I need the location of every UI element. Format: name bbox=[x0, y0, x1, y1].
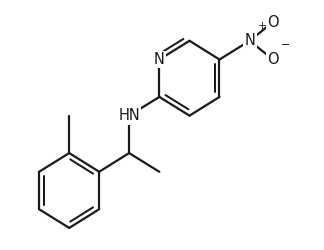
Text: +: + bbox=[258, 21, 267, 31]
Text: HN: HN bbox=[118, 108, 140, 123]
Text: N: N bbox=[154, 52, 165, 67]
Text: N: N bbox=[244, 33, 255, 48]
Text: O: O bbox=[267, 14, 279, 30]
Text: O: O bbox=[267, 52, 279, 67]
Text: −: − bbox=[281, 40, 290, 50]
